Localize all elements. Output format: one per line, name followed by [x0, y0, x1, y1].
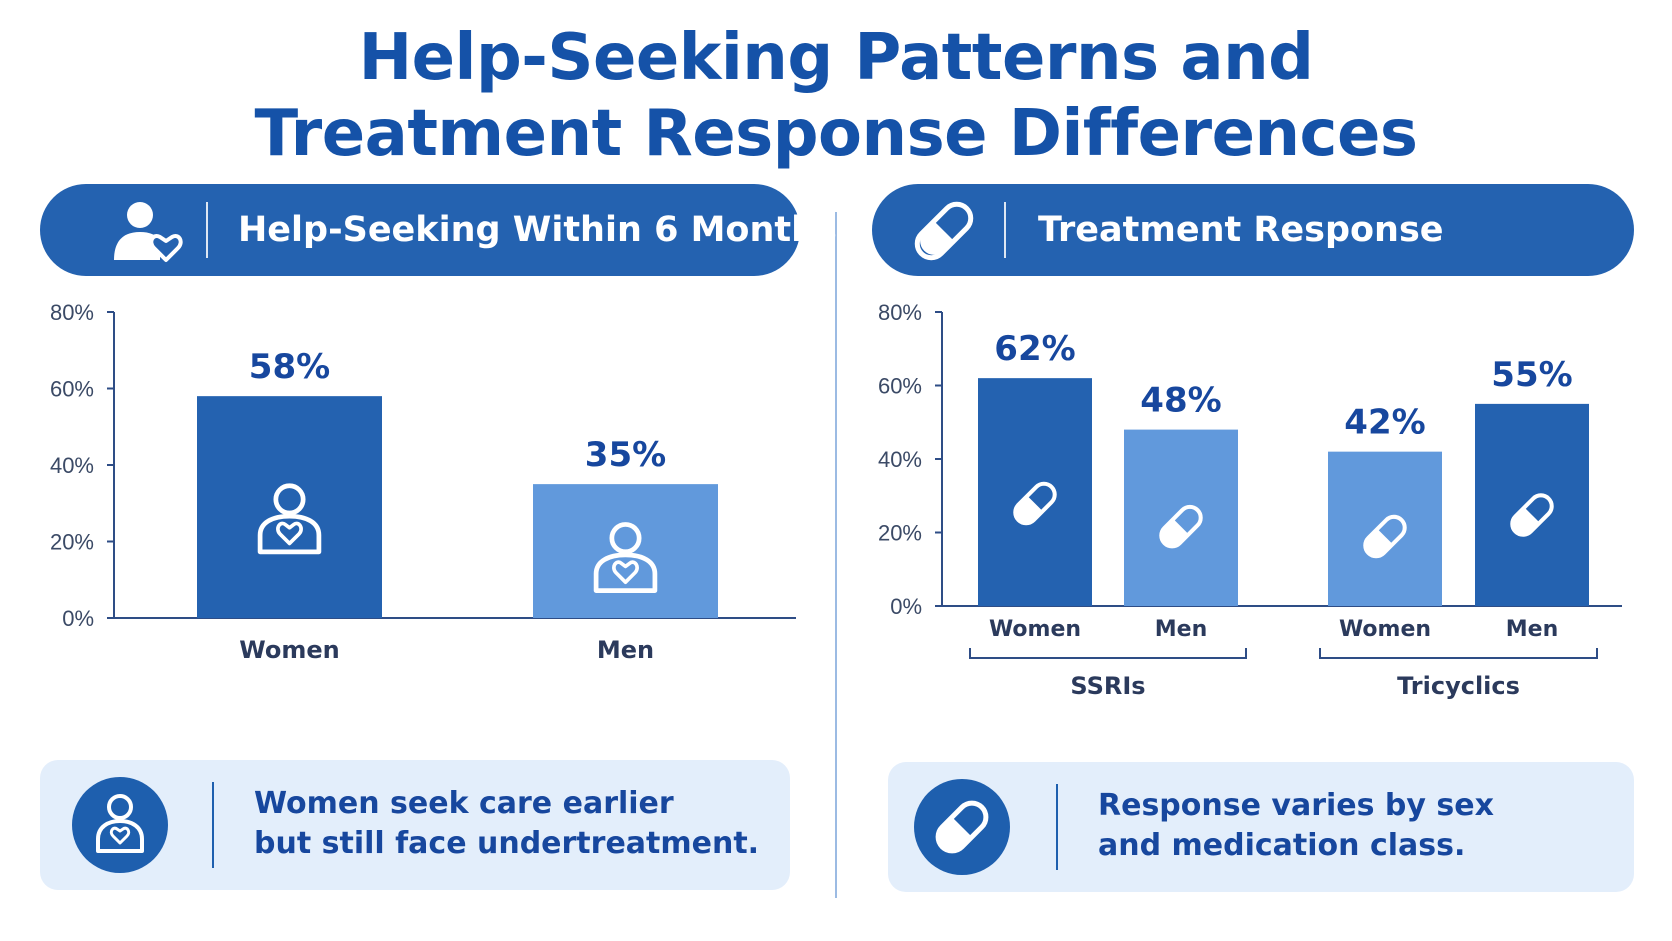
note-separator [1056, 784, 1058, 870]
bar-men [1124, 429, 1238, 606]
pill-icon [1363, 514, 1407, 559]
title-line-2: Treatment Response Differences [254, 97, 1418, 171]
bar-value-label: 42% [1344, 403, 1425, 443]
help-seeking-header-label: Help-Seeking Within 6 Months [238, 210, 837, 250]
help-seeking-header: Help-Seeking Within 6 Months [40, 184, 837, 276]
y-tick-label: 60% [50, 377, 94, 402]
bar-women [978, 378, 1092, 606]
bar-value-label: 35% [585, 435, 666, 475]
pill-icon [904, 198, 984, 268]
y-tick-label: 40% [878, 447, 922, 472]
title-line-1: Help-Seeking Patterns and [358, 21, 1314, 95]
pill-icon [935, 800, 989, 854]
y-tick-label: 60% [878, 374, 922, 399]
header-separator [1004, 202, 1006, 258]
treatment-response-note: Response varies by sex and medication cl… [888, 762, 1634, 892]
x-category-label: Women [239, 636, 339, 664]
note-line-1: Women seek care earlier [254, 786, 674, 821]
note-icon-circle [914, 779, 1010, 875]
x-category-label: Men [1155, 617, 1207, 642]
bar-women [1328, 451, 1442, 606]
note-line-2: and medication class. [1098, 828, 1466, 863]
x-category-label: Women [989, 617, 1081, 642]
person-heart-icon [96, 794, 144, 853]
note-icon-circle [72, 777, 168, 873]
group-label: SSRIs [1070, 672, 1145, 700]
pill-icon [1510, 493, 1554, 537]
bar-women [197, 396, 382, 618]
treatment-response-chart-svg: 0% 20% 40% 60% 80% 62% Women 48% Men 42% Women 55% M… [878, 300, 1622, 700]
bar-value-label: 55% [1491, 355, 1572, 395]
y-tick-label: 80% [50, 300, 94, 325]
x-category-label: Women [1339, 617, 1431, 642]
pill-icon [1013, 481, 1057, 526]
y-tick-label: 80% [878, 300, 922, 325]
y-tick-label: 0% [62, 606, 94, 631]
person-heart-icon [106, 198, 186, 268]
bar-value-label: 48% [1140, 381, 1221, 421]
note-separator [212, 782, 214, 868]
axes: 0% 20% 40% 60% 80% [50, 300, 796, 631]
group-label: Tricyclics [1397, 672, 1520, 700]
group-bracket [969, 648, 1247, 659]
y-tick-label: 20% [50, 530, 94, 555]
treatment-response-chart: 0% 20% 40% 60% 80% 62% Women 48% Men 42% Women 55% M… [840, 300, 1672, 760]
help-seeking-chart: 0% 20% 40% 60% 80% 58% Women 35% Men [0, 300, 830, 720]
pill-icon [1159, 504, 1203, 549]
page-title: Help-Seeking Patterns and Treatment Resp… [0, 20, 1672, 172]
y-tick-label: 40% [50, 453, 94, 478]
group-bracket [1319, 648, 1598, 659]
bar-value-label: 62% [994, 329, 1075, 369]
help-seeking-note-text: Women seek care earlier but still face u… [254, 784, 759, 864]
y-tick-label: 0% [890, 594, 922, 619]
note-line-2: but still face undertreatment. [254, 826, 760, 861]
person-heart-icon [257, 483, 322, 555]
treatment-response-note-text: Response varies by sex and medication cl… [1098, 786, 1494, 866]
person-heart-icon [593, 522, 658, 593]
help-seeking-chart-svg: 0% 20% 40% 60% 80% 58% Women 35% Men [50, 300, 796, 664]
header-separator [206, 202, 208, 258]
bar-men [1475, 403, 1589, 606]
x-category-label: Men [1506, 617, 1558, 642]
treatment-response-header-label: Treatment Response [1038, 210, 1444, 250]
panel-divider [835, 212, 837, 898]
note-line-1: Response varies by sex [1098, 788, 1494, 823]
help-seeking-note: Women seek care earlier but still face u… [40, 760, 790, 890]
x-category-label: Men [597, 636, 654, 664]
y-tick-label: 20% [878, 521, 922, 546]
bar-value-label: 58% [249, 347, 330, 387]
treatment-response-header: Treatment Response [872, 184, 1634, 276]
